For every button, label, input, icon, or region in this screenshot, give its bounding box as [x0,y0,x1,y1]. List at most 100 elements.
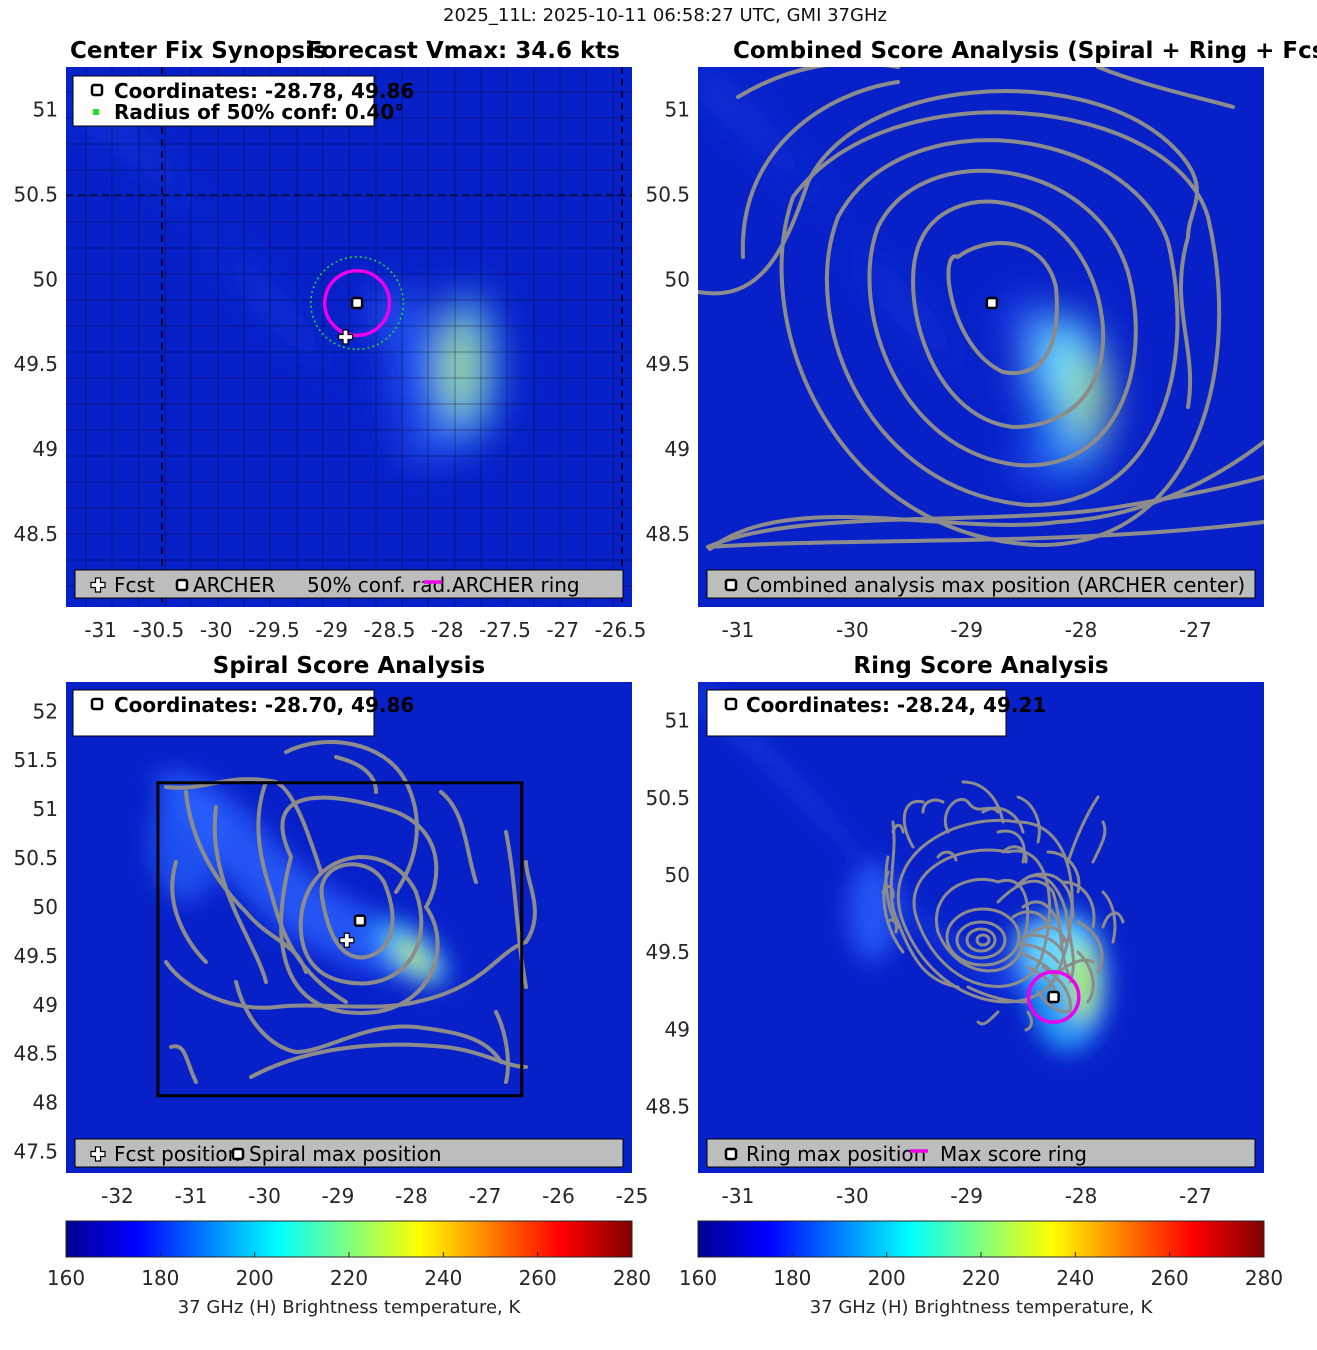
x-tick-label: -28 [1065,618,1098,642]
spiral-search-box [156,781,524,1098]
x-tick-label: -31 [722,618,755,642]
x-tick-label: -30 [836,618,869,642]
x-tick-label: -31 [175,1184,208,1208]
combined-legend: Combined analysis max position (ARCHER c… [706,569,1256,599]
y-tick-label: 48.5 [645,522,690,546]
legend-ring-max-icon [724,1147,738,1161]
y-tick-label: 51.5 [13,748,58,772]
ring-plot-area: Coordinates: -28.24, 49.21 Ring max posi… [698,682,1264,1173]
y-tick-label: 48.5 [645,1095,690,1119]
spiral-x-ticks: -32 -31 -30 -29 -28 -27 -26 -25 [101,1184,648,1208]
ring-x-ticks: -31 -30 -29 -28 -27 [722,1184,1212,1208]
legend-conf-label: 50% conf. rad. [307,573,452,597]
x-tick-label: -30 [248,1184,281,1208]
spiral-plot-area: Coordinates: -28.70, 49.86 Fcst position… [66,682,632,1173]
y-tick-label: 51 [33,97,58,121]
y-tick-label: 50 [665,267,690,291]
info-archer-icon [90,83,104,97]
x-tick-label: -28 [431,618,464,642]
spiral-y-ticks: 47.5 48 48.5 49 49.5 50 50.5 51 51.5 52 [13,699,58,1163]
ring-info-icon [724,697,738,711]
combined-y-ticks: 48.5 49 49.5 50 50.5 51 [645,97,690,546]
legend-fcst-position-label: Fcst position [114,1142,240,1166]
max-score-ring [1026,970,1081,1024]
x-tick-label: -27 [546,618,579,642]
legend-combined-icon [724,578,738,592]
colorbar-left-label: 37 GHz (H) Brightness temperature, K [178,1297,522,1318]
x-tick-label: -25 [616,1184,649,1208]
legend-spiral-max-icon [231,1147,245,1161]
center-fix-plot-area: Coordinates: -28.78, 49.86 Radius of 50%… [66,67,632,607]
colorbar-right-label: 37 GHz (H) Brightness temperature, K [810,1297,1154,1318]
legend-combined-label: Combined analysis max position (ARCHER c… [746,573,1245,597]
colorbar-tick-label: 180 [141,1266,179,1290]
legend-fcst-icon [90,577,106,593]
legend-archer-icon [175,578,189,592]
y-tick-label: 50.5 [13,182,58,206]
colorbar-tick-label: 260 [1151,1266,1189,1290]
x-tick-label: -30 [200,618,233,642]
archer-center-marker [350,296,364,310]
center-fix-y-ticks: 48.5 49 49.5 50 50.5 51 [13,97,58,546]
spiral-warm-band [151,772,449,986]
legend-fcst-label: Fcst [114,573,155,597]
center-fix-info-box: Coordinates: -28.78, 49.86 Radius of 50%… [72,75,414,127]
y-tick-label: 49 [33,993,58,1017]
panel-center-fix: Center Fix Synopsis Forecast Vmax: 34.6 … [13,38,646,642]
legend-spiral-max-label: Spiral max position [249,1142,442,1166]
colorbar-tick-label: 200 [236,1266,274,1290]
ring-title: Ring Score Analysis [853,653,1108,679]
panel-combined: Combined Score Analysis (Spiral + Ring +… [645,38,1317,642]
y-tick-label: 49.5 [645,940,690,964]
spiral-info-box: Coordinates: -28.70, 49.86 [72,689,414,737]
ring-legend: Ring max position Max score ring [706,1138,1256,1168]
x-tick-label: -31 [722,1184,755,1208]
spiral-legend: Fcst position Spiral max position [74,1138,624,1168]
forecast-vmax-title: Forecast Vmax: 34.6 kts [307,38,620,64]
y-tick-label: 50 [665,863,690,887]
y-tick-label: 52 [33,699,58,723]
y-tick-label: 50.5 [13,846,58,870]
spiral-coordinates: Coordinates: -28.70, 49.86 [114,693,414,717]
y-tick-label: 49.5 [13,352,58,376]
x-tick-label: -28.5 [364,618,416,642]
x-tick-label: -29 [315,618,348,642]
combined-max-marker [985,296,999,310]
ring-score-contours [881,780,1125,1032]
center-fix-x-ticks: -31 -30.5 -30 -29.5 -29 -28.5 -28 -27.5 -27 -26.5 [84,618,646,642]
colorbar-left: 160 180 200 220 240 260 280 37 GHz (H) Brightn… [47,1220,651,1318]
colorbar-tick-label: 240 [1056,1266,1094,1290]
colorbar-tick-label: 280 [613,1266,651,1290]
combined-title: Combined Score Analysis (Spiral + Ring +… [733,38,1317,64]
spiral-title: Spiral Score Analysis [213,653,485,679]
colorbar-right: 160 180 200 220 240 260 280 37 GHz (H) Brightn… [679,1220,1283,1318]
colorbar-left-ticks: 160 180 200 220 240 260 280 [47,1252,651,1290]
colorbar-right-gradient [697,1220,1265,1258]
y-tick-label: 51 [665,709,690,733]
y-tick-label: 48.5 [13,522,58,546]
y-tick-label: 49 [665,1017,690,1041]
panel-ring: Ring Score Analysis [645,653,1264,1208]
legend-max-ring-label: Max score ring [940,1142,1087,1166]
x-tick-label: -31 [84,618,117,642]
colorbar-tick-label: 220 [962,1266,1000,1290]
x-tick-label: -28 [1065,1184,1098,1208]
forecast-position-marker [337,329,354,345]
colorbar-left-gradient [65,1220,633,1258]
y-tick-label: 50 [33,895,58,919]
y-tick-label: 51 [33,797,58,821]
y-tick-label: 51 [665,97,690,121]
panel-spiral: Spiral Score Analysis [13,653,648,1208]
x-tick-label: -28 [395,1184,428,1208]
legend-fcst-position-icon [90,1146,106,1162]
x-tick-label: -32 [101,1184,134,1208]
x-tick-label: -27 [1179,1184,1212,1208]
colorbar-tick-label: 160 [47,1266,85,1290]
spiral-info-icon [90,697,104,711]
y-tick-label: 50 [33,267,58,291]
combined-plot-area: Combined analysis max position (ARCHER c… [698,67,1264,607]
y-tick-label: 49 [665,437,690,461]
center-fix-title: Center Fix Synopsis [70,38,327,64]
combined-score-contours [698,67,1264,551]
